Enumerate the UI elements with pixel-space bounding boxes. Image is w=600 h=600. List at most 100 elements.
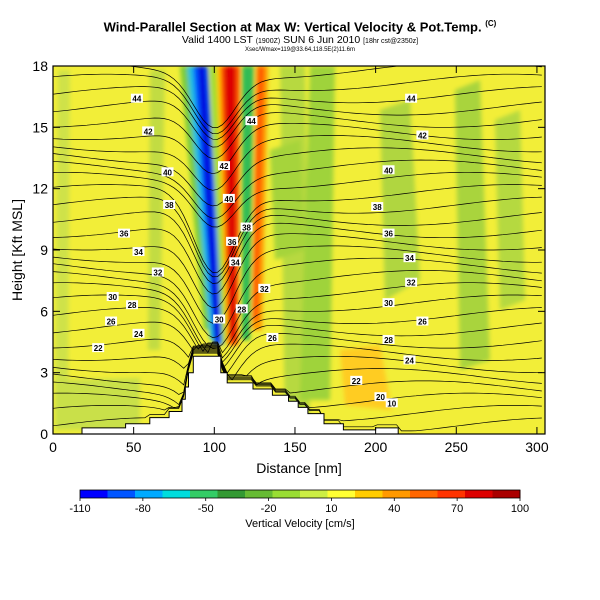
x-tick-label: 50 <box>126 439 142 455</box>
contour-label-text: 40 <box>224 195 233 204</box>
y-tick-label: 18 <box>32 58 48 74</box>
contour-label-bg <box>240 222 253 232</box>
theta-contour-line <box>53 282 542 354</box>
contour-label-bg <box>163 200 176 210</box>
theta-contour-label: 26 <box>416 316 429 327</box>
contour-label-text: 26 <box>107 318 116 327</box>
theta-contour-line <box>53 184 542 273</box>
y-tick-label: 15 <box>32 119 48 135</box>
contour-label-text: 36 <box>384 230 393 239</box>
velocity-region <box>55 70 70 430</box>
contour-label-bg <box>161 167 174 177</box>
colorbar-swatch <box>382 490 411 498</box>
theta-contour-line <box>53 245 542 324</box>
contour-label-text: 44 <box>247 117 256 126</box>
velocity-region <box>380 100 420 300</box>
colorbar-swatch <box>245 490 273 498</box>
x-axis: 0 50 100 150 200 250 300 <box>49 66 549 455</box>
colorbar-tick-label: 70 <box>451 503 463 515</box>
theta-contour-line <box>53 257 542 338</box>
contour-label-text: 22 <box>352 377 361 386</box>
colorbar-ticks: -110 -80 -50 -20 10 40 70 100 <box>69 498 529 515</box>
contour-label-text: 10 <box>387 399 396 408</box>
contour-label-bg <box>405 93 418 103</box>
contour-label-bg <box>132 247 145 257</box>
contour-label-text: 26 <box>268 334 277 343</box>
contour-label-bg <box>92 343 105 353</box>
colorbar-swatch <box>300 490 328 498</box>
velocity-region <box>300 66 335 400</box>
colorbar-swatch <box>355 490 383 498</box>
contour-label-bg <box>106 292 119 302</box>
colorbar-tick-label: -20 <box>261 503 277 515</box>
contour-label-text: 36 <box>228 238 237 247</box>
velocity-region <box>270 140 305 260</box>
colorbar-swatch <box>80 490 108 498</box>
contour-label-bg <box>258 283 271 293</box>
contour-label-text: 40 <box>384 166 393 175</box>
theta-contour-label: 42 <box>142 126 155 136</box>
contour-label-text: 34 <box>405 254 414 263</box>
colorbar-swatch <box>465 490 493 498</box>
colorbar-swatch <box>437 490 466 498</box>
colorbar-swatch <box>327 490 356 498</box>
contour-label-bg <box>416 130 429 140</box>
contour-label-bg <box>405 277 418 287</box>
theta-contour-line <box>53 159 542 219</box>
theta-contour-label: 44 <box>245 116 258 126</box>
colorbar-swatch <box>135 490 163 498</box>
theta-contour-label: 42 <box>416 130 429 141</box>
contour-label-text: 30 <box>108 293 117 302</box>
velocity-region <box>224 66 236 340</box>
valid-time-utc: (1900Z) <box>255 38 281 46</box>
contour-label-text: 22 <box>94 344 103 353</box>
theta-contour-label: 32 <box>258 283 271 294</box>
theta-contour-label: 30 <box>382 298 395 308</box>
contour-label-text: 42 <box>220 162 229 171</box>
valid-date: SUN 6 Jun 2010 <box>283 34 361 47</box>
theta-contour-line <box>53 222 542 295</box>
theta-contour-label: 32 <box>405 277 418 288</box>
contour-label-text: 28 <box>128 301 137 310</box>
contour-label-bg <box>403 253 416 263</box>
theta-contour-label: 40 <box>161 167 174 177</box>
theta-contour-line <box>53 122 542 175</box>
contour-label-bg <box>126 300 139 310</box>
contour-label-text: 32 <box>260 285 269 294</box>
theta-contour-line <box>53 270 542 350</box>
section-info: Xsec/Wmax=119@33.64,118.5E(2)11.6m <box>245 46 355 53</box>
colorbar-swatch <box>190 490 218 498</box>
theta-contour-label: 36 <box>382 228 395 239</box>
theta-contour-label: 30 <box>106 292 119 302</box>
theta-contour-line <box>53 294 542 359</box>
colorbar-swatch <box>272 490 301 498</box>
contour-label-text: 38 <box>373 203 382 212</box>
contour-label-bg <box>217 161 230 171</box>
colorbar-title: Vertical Velocity [cm/s] <box>245 518 354 530</box>
contour-label-text: 42 <box>418 132 427 141</box>
colorbar-tick-label: 40 <box>388 503 400 515</box>
contour-label-text: 44 <box>132 95 141 104</box>
theta-contour-label: 36 <box>117 228 130 239</box>
theta-contour-label: 26 <box>105 316 118 327</box>
valid-time: Valid 1400 LST <box>181 34 253 47</box>
contour-label-text: 36 <box>120 230 129 239</box>
contour-label-text: 24 <box>134 330 143 339</box>
theta-contour-line <box>53 350 542 409</box>
x-tick-label: 100 <box>203 439 227 455</box>
contour-label-bg <box>403 355 416 365</box>
theta-contour-label: 26 <box>266 332 279 343</box>
x-tick-label: 150 <box>283 439 307 455</box>
theta-contour-line <box>53 171 542 228</box>
terrain <box>53 355 545 434</box>
chart-title-text: Wind-Parallel Section at Max W: Vertical… <box>103 19 482 35</box>
x-tick-label: 300 <box>525 439 549 455</box>
x-axis-title: Distance [nm] <box>256 460 342 476</box>
x-tick-label: 200 <box>364 439 388 455</box>
contour-label-text: 30 <box>215 316 224 325</box>
y-tick-label: 3 <box>40 365 48 381</box>
velocity-region <box>148 70 165 350</box>
x-tick-label: 0 <box>49 439 57 455</box>
